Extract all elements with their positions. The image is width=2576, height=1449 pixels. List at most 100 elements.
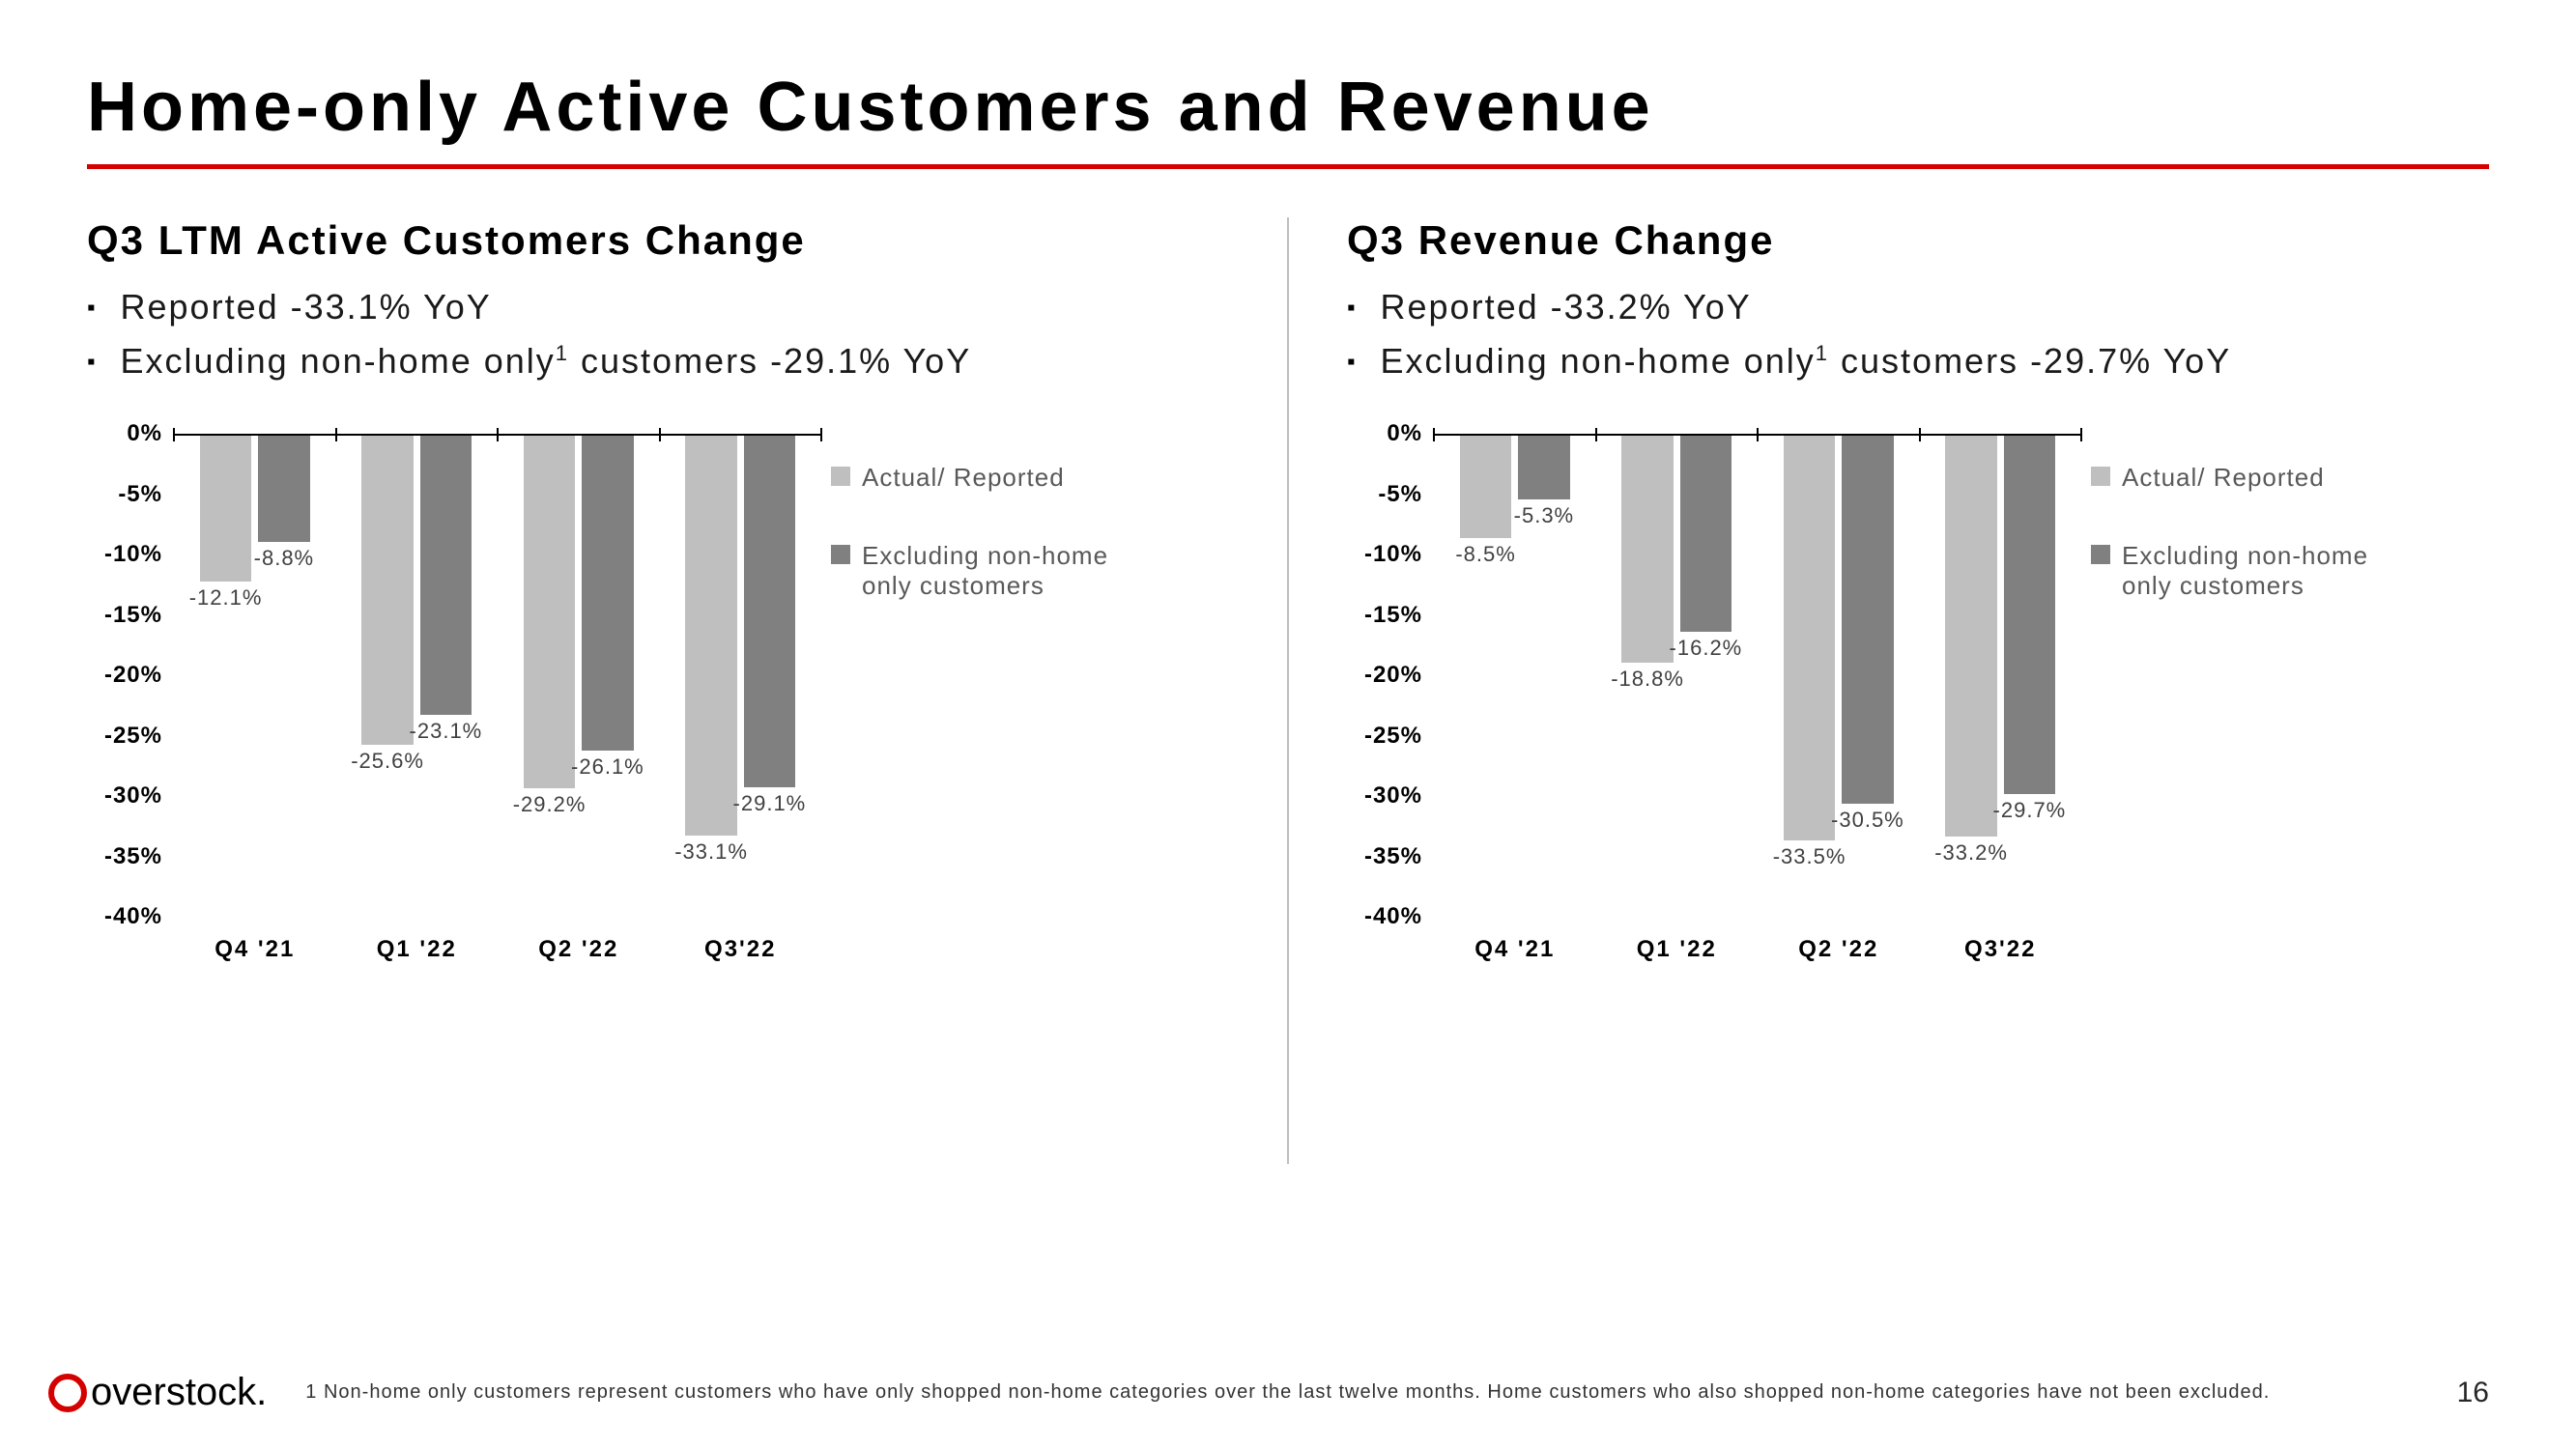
y-tick-label: -15% [1364,602,1422,629]
x-tick [173,428,175,441]
bullet-item: Reported -33.2% YoY [1347,287,2489,327]
page-number: 16 [2457,1377,2489,1409]
bar [2004,436,2056,794]
panel-left-chart: 0%-5%-10%-15%-20%-25%-30%-35%-40% -12.1%… [87,434,821,975]
x-label: Q4 '21 [215,936,295,963]
y-tick-label: -25% [1364,723,1422,750]
title-underline [87,164,2489,169]
legend-swatch [2091,467,2110,486]
bar [582,436,634,751]
x-label: Q1 '22 [377,936,457,963]
plot-area: -12.1%-8.8%-25.6%-23.1%-29.2%-26.1%-33.1… [174,434,821,917]
y-tick-label: 0% [1387,420,1422,447]
bullet-item: Excluding non-home only1 customers -29.7… [1347,341,2489,382]
x-tick [1595,428,1597,441]
panel-left-bullets: Reported -33.1% YoY Excluding non-home on… [87,287,1229,395]
x-label: Q2 '22 [538,936,618,963]
bar-value-label: -8.5% [1455,542,1515,567]
y-tick-label: -15% [104,602,162,629]
legend-item: Excluding non-home only customers [2091,541,2410,601]
panel-right-chart: 0%-5%-10%-15%-20%-25%-30%-35%-40% -8.5%-… [1347,434,2081,975]
bar-value-label: -33.2% [1934,840,2008,866]
bar-value-label: -12.1% [189,585,263,611]
x-tick [820,428,822,441]
y-tick-label: -5% [1378,481,1422,508]
panel-right-title: Q3 Revenue Change [1347,217,2489,264]
legend-swatch [831,467,850,486]
legend-item: Actual/ Reported [831,463,1150,493]
logo-text: overstock. [91,1371,267,1414]
bar [200,436,252,582]
bar [744,436,796,787]
logo-o-icon [48,1374,87,1412]
x-axis: Q4 '21 Q1 '22 Q2 '22 Q3'22 [1434,926,2081,975]
y-tick-label: -40% [1364,903,1422,930]
y-tick-label: -35% [104,843,162,870]
x-tick [1757,428,1759,441]
x-tick [335,428,337,441]
x-label: Q1 '22 [1637,936,1717,963]
x-tick [1919,428,1921,441]
bar-value-label: -18.8% [1611,667,1684,692]
y-tick-label: -10% [1364,541,1422,568]
bullet-item: Excluding non-home only1 customers -29.1… [87,341,1229,382]
y-axis: 0%-5%-10%-15%-20%-25%-30%-35%-40% [87,434,174,917]
y-tick-label: -40% [104,903,162,930]
x-label: Q3'22 [704,936,776,963]
panel-left-legend: Actual/ Reported Excluding non-home only … [821,434,1150,1164]
bar-value-label: -29.7% [1993,798,2067,823]
legend-item: Excluding non-home only customers [831,541,1150,601]
footnote-ref: 1 [1816,341,1829,365]
footer: overstock. 1 Non-home only customers rep… [48,1371,2489,1414]
legend-item: Actual/ Reported [2091,463,2410,493]
y-tick-label: -5% [118,481,162,508]
legend-swatch [831,545,850,564]
bar [1621,436,1674,663]
x-label: Q2 '22 [1798,936,1878,963]
panel-left: Q3 LTM Active Customers Change Reported … [87,217,1289,1164]
footnote-ref: 1 [556,341,569,365]
bar-value-label: -16.2% [1670,636,1743,661]
y-tick-label: -30% [1364,782,1422,810]
bar [1680,436,1732,632]
plot-area: -8.5%-5.3%-18.8%-16.2%-33.5%-30.5%-33.2%… [1434,434,2081,917]
legend-label: Excluding non-home only customers [2122,541,2410,601]
y-tick-label: -20% [104,662,162,689]
bar [361,436,414,745]
y-tick-label: -35% [1364,843,1422,870]
legend-label: Actual/ Reported [2122,463,2325,493]
bar [685,436,737,836]
bar-value-label: -29.2% [513,792,587,817]
panel-left-title: Q3 LTM Active Customers Change [87,217,1229,264]
bar-value-label: -25.6% [351,749,424,774]
x-tick [1433,428,1435,441]
y-tick-label: -20% [1364,662,1422,689]
y-tick-label: -25% [104,723,162,750]
content-row: Q3 LTM Active Customers Change Reported … [87,217,2489,1164]
bar-value-label: -33.5% [1773,844,1846,869]
legend-label: Excluding non-home only customers [862,541,1150,601]
panel-right: Q3 Revenue Change Reported -33.2% YoY Exc… [1289,217,2489,1164]
bullet-item: Reported -33.1% YoY [87,287,1229,327]
bar-value-label: -26.1% [571,754,644,780]
bar [1460,436,1512,538]
bar [524,436,576,788]
y-axis: 0%-5%-10%-15%-20%-25%-30%-35%-40% [1347,434,1434,917]
legend-label: Actual/ Reported [862,463,1065,493]
x-tick [2080,428,2082,441]
bar-value-label: -29.1% [733,791,807,816]
x-label: Q4 '21 [1474,936,1555,963]
y-tick-label: -10% [104,541,162,568]
bar [1784,436,1836,840]
y-tick-label: 0% [127,420,162,447]
panel-right-legend: Actual/ Reported Excluding non-home only … [2081,434,2410,1164]
slide: Home-only Active Customers and Revenue Q… [0,0,2576,1449]
y-tick-label: -30% [104,782,162,810]
bar [420,436,472,715]
bar [1945,436,1997,837]
bar-value-label: -23.1% [410,719,483,744]
bar [1842,436,1894,804]
bar-value-label: -33.1% [674,839,748,865]
x-label: Q3'22 [1964,936,2036,963]
x-tick [497,428,499,441]
